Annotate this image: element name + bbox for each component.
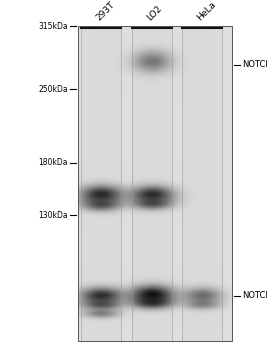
Text: 315kDa: 315kDa xyxy=(38,22,68,31)
Text: LO2: LO2 xyxy=(146,4,164,22)
Bar xyxy=(78,26,232,341)
Text: 250kDa: 250kDa xyxy=(38,85,68,94)
Text: HeLa: HeLa xyxy=(196,0,218,22)
Text: 130kDa: 130kDa xyxy=(38,211,68,220)
Text: 180kDa: 180kDa xyxy=(38,158,68,167)
Text: NOTCH2: NOTCH2 xyxy=(242,60,267,69)
Text: 293T: 293T xyxy=(95,0,117,22)
Text: NOTCH2: NOTCH2 xyxy=(242,291,267,300)
